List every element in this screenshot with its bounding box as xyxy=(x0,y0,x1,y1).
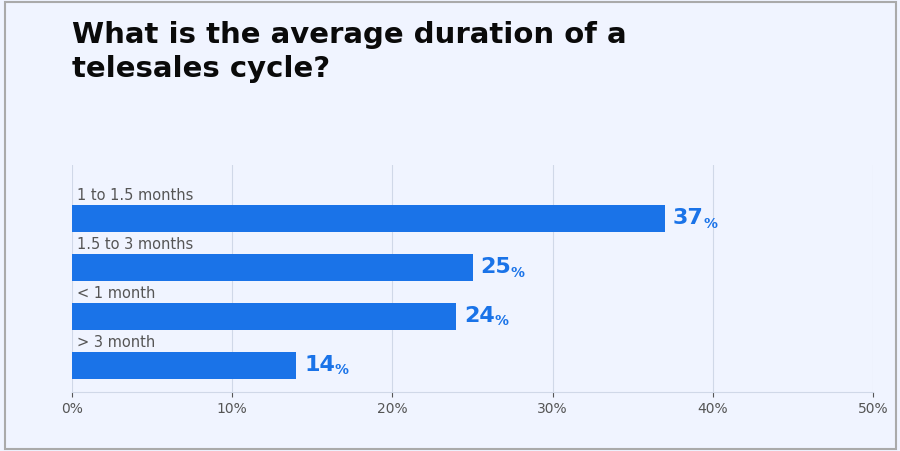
Text: 37: 37 xyxy=(673,208,704,228)
Text: 1.5 to 3 months: 1.5 to 3 months xyxy=(76,237,194,252)
Text: What is the average duration of a
telesales cycle?: What is the average duration of a telesa… xyxy=(72,21,626,83)
Text: %: % xyxy=(495,314,508,328)
Text: 25: 25 xyxy=(481,257,511,277)
Text: < 1 month: < 1 month xyxy=(76,286,155,301)
Text: > 3 month: > 3 month xyxy=(76,335,155,350)
Bar xyxy=(72,303,456,330)
Text: %: % xyxy=(335,364,348,377)
Text: %: % xyxy=(511,266,525,280)
Bar xyxy=(72,205,665,232)
Text: 1 to 1.5 months: 1 to 1.5 months xyxy=(76,189,194,203)
Text: %: % xyxy=(703,217,717,231)
Text: 14: 14 xyxy=(304,354,335,374)
Bar xyxy=(72,254,472,281)
Text: 24: 24 xyxy=(464,306,495,326)
Bar xyxy=(72,352,296,379)
